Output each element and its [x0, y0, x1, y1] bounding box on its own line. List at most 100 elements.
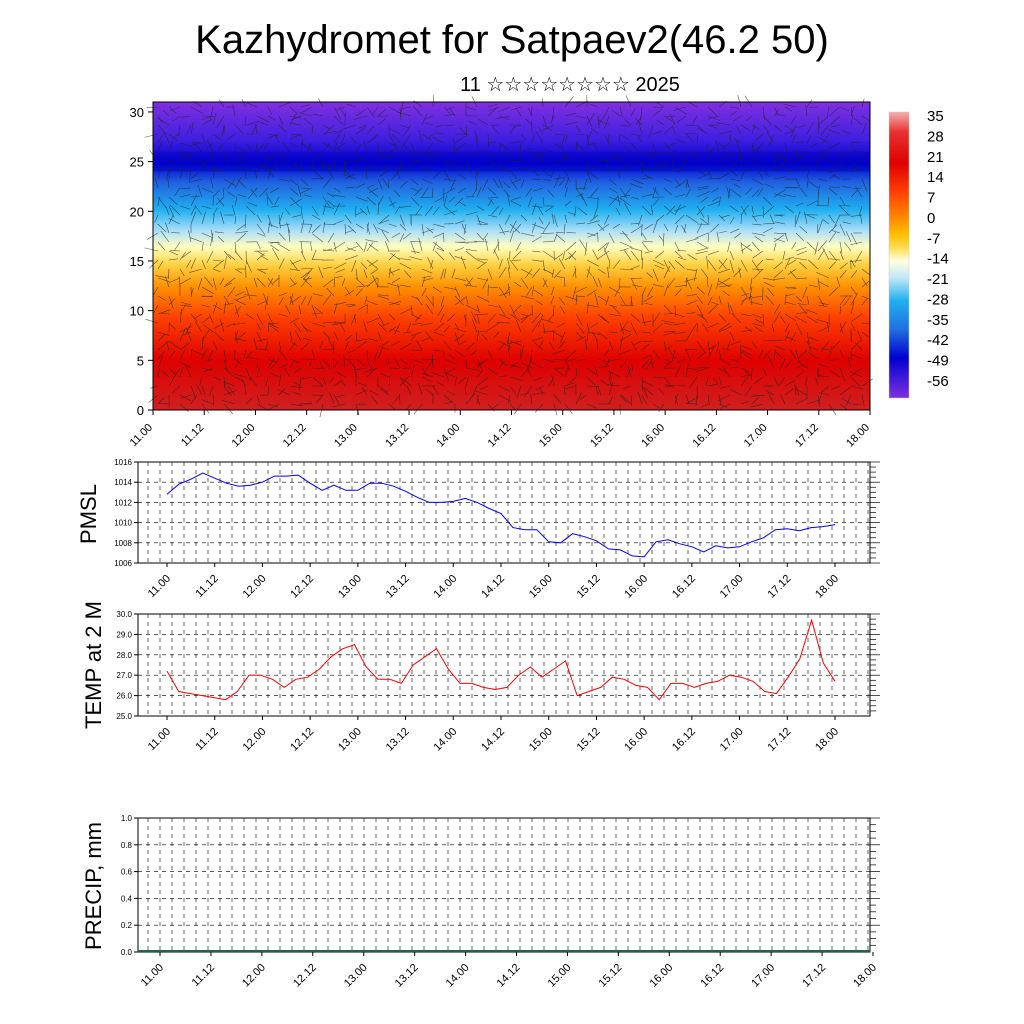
wind-barb — [343, 160, 346, 175]
wind-barb — [344, 289, 355, 297]
wind-barb — [310, 242, 313, 252]
wind-barb — [289, 340, 298, 346]
wind-barb — [520, 362, 533, 369]
wind-barb — [839, 160, 847, 171]
wind-barb — [707, 283, 713, 297]
wind-barb — [740, 124, 750, 131]
wind-barb — [509, 140, 524, 144]
wind-barb — [805, 309, 819, 315]
wind-barb — [149, 385, 159, 389]
wind-barb — [784, 106, 793, 112]
wind-barb — [587, 232, 599, 238]
wind-barb — [762, 124, 770, 134]
wind-barb — [421, 275, 432, 279]
colorbar-label: 21 — [927, 149, 944, 166]
wind-barb — [531, 312, 542, 324]
wind-barb — [232, 104, 236, 117]
wind-barb — [311, 249, 317, 261]
wind-barb — [534, 403, 544, 413]
wind-barb — [343, 354, 346, 369]
wind-barb — [477, 220, 489, 225]
wind-barb — [433, 232, 445, 238]
wind-barb — [483, 232, 489, 240]
wind-barb — [487, 198, 493, 207]
wind-barb — [799, 349, 808, 358]
wind-barb — [849, 259, 863, 263]
wind-barb — [212, 133, 222, 141]
wind-barb — [476, 160, 479, 175]
wind-barb — [332, 358, 335, 368]
wind-barb — [515, 108, 522, 117]
wind-barb — [168, 168, 171, 180]
wind-barb — [817, 117, 828, 126]
wind-barb — [269, 372, 280, 378]
y-tick-label: 1010 — [114, 519, 132, 528]
wind-barb — [644, 223, 654, 230]
wind-barb — [388, 301, 401, 306]
wind-barb — [265, 376, 269, 386]
wind-barb — [553, 159, 565, 162]
wind-barb — [553, 177, 566, 180]
wind-barb — [410, 160, 420, 162]
wind-barb — [814, 156, 819, 171]
wind-barb — [388, 300, 402, 306]
wind-barb — [549, 341, 555, 351]
wind-barb — [681, 225, 687, 234]
wind-barb — [398, 205, 412, 208]
wind-barb — [465, 367, 480, 371]
wind-barb — [168, 205, 175, 218]
wind-barb — [234, 231, 249, 234]
wind-barb — [430, 151, 445, 155]
wind-barb — [322, 221, 326, 234]
wind-barb — [861, 331, 869, 338]
wind-barb — [465, 342, 476, 351]
wind-barb — [740, 158, 743, 171]
wind-barb — [343, 124, 357, 130]
wind-barb — [487, 349, 493, 361]
wind-barb — [847, 357, 852, 369]
wind-barb — [329, 392, 335, 405]
wind-barb — [740, 367, 751, 373]
wind-barb — [244, 294, 258, 297]
wind-barb — [389, 128, 401, 135]
wind-barb — [613, 151, 621, 160]
wind-barb — [580, 193, 588, 207]
wind-barb — [718, 367, 729, 374]
wind-barb — [504, 214, 511, 225]
wind-barb — [344, 286, 351, 296]
wind-barb — [391, 232, 401, 238]
wind-barb — [465, 106, 477, 111]
wind-barb — [740, 349, 753, 357]
wind-barb — [366, 300, 379, 306]
wind-barb — [520, 314, 530, 324]
wind-barb — [318, 266, 324, 279]
wind-barb — [154, 214, 159, 223]
wind-barb — [806, 214, 816, 219]
wind-barb — [849, 371, 863, 378]
wind-barb — [707, 346, 714, 360]
colorbar-label: 14 — [927, 169, 944, 186]
wind-barb — [828, 261, 836, 270]
wind-barb — [278, 364, 288, 369]
wind-barb — [751, 223, 762, 226]
wind-barb — [740, 374, 751, 378]
wind-barb — [289, 360, 295, 369]
wind-barb — [509, 178, 518, 190]
wind-barb — [220, 211, 225, 225]
wind-barb — [656, 119, 665, 126]
wind-barb — [826, 106, 830, 118]
wind-barb — [655, 151, 665, 156]
wind-barb — [624, 145, 632, 153]
wind-barb — [608, 340, 614, 351]
wind-barb — [794, 214, 797, 228]
x-tick-label: 14.12 — [479, 726, 507, 754]
wind-barb — [715, 140, 720, 153]
wind-barb — [319, 360, 324, 369]
wind-barb — [328, 376, 335, 384]
wind-barb — [464, 385, 467, 396]
wind-barb — [234, 360, 240, 369]
wind-barb — [237, 179, 247, 189]
x-tick-label: 11.12 — [193, 726, 220, 753]
wind-barb — [507, 337, 511, 351]
wind-barb — [836, 276, 841, 288]
